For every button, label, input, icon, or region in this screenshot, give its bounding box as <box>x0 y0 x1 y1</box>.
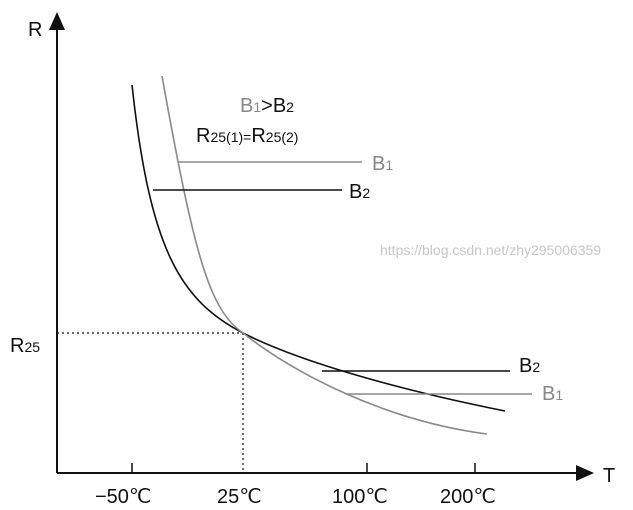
y-axis-label: R <box>28 19 42 41</box>
b2-label-upper: B2 <box>349 181 370 203</box>
b1-label-lower: B1 <box>542 383 563 405</box>
curve-b1 <box>161 75 488 435</box>
annotation-b-comparison: B1>B2 <box>240 95 294 117</box>
x-tick-label: 200℃ <box>440 486 496 508</box>
b2-label-lower: B2 <box>519 355 540 377</box>
x-tick-label: −50℃ <box>95 486 151 508</box>
watermark: https://blog.csdn.net/zhy295006359 <box>380 242 601 258</box>
annotation-r25-equality: R25(1)=R25(2) <box>196 125 298 147</box>
r25-label: R25 <box>10 335 40 357</box>
x-axis-label: T <box>603 465 615 487</box>
b1-label-upper: B1 <box>372 153 393 175</box>
x-tick-label: 100℃ <box>332 486 388 508</box>
x-tick-label: 25℃ <box>217 486 262 508</box>
